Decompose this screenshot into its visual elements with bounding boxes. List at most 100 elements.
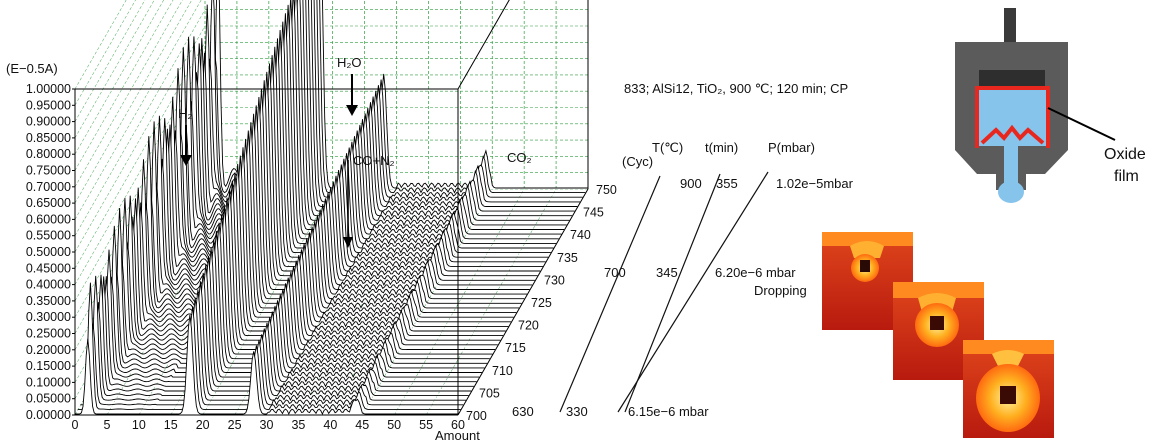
x-tick-label: 50 — [387, 418, 401, 432]
dropping-note: Dropping — [754, 283, 807, 298]
y-tick-label: 0.55000 — [26, 229, 71, 243]
temperature-value-low: 630 — [512, 404, 534, 419]
photo-frame-1 — [822, 232, 913, 330]
chart-frame — [74, 0, 589, 416]
x-tick-label: 10 — [132, 418, 146, 432]
floor-gridline — [202, 188, 333, 416]
cycle-tick-label: 730 — [544, 273, 565, 287]
spectrum-trace — [85, 281, 469, 397]
side-gridline — [74, 0, 183, 187]
spectrum-trace — [101, 225, 485, 369]
y-tick-label: 0.80000 — [26, 147, 71, 161]
oxide-label-line1: Oxide — [1104, 146, 1146, 163]
side-gridline — [74, 0, 155, 139]
photo-frame-2 — [893, 282, 984, 380]
temperature-header: T(℃) — [652, 140, 683, 155]
temperature-value-high: 900 — [680, 176, 702, 191]
floor-gridline — [362, 188, 493, 416]
spectrum-trace — [93, 256, 477, 383]
side-gridline — [74, 0, 193, 204]
y-tick-label: 1.00000 — [26, 82, 71, 96]
peak-annotations: H₂ H₂O CO+N₂ CO₂ — [178, 55, 532, 248]
cycle-tick-labels: 700 705 710 715 720 725 730 735 740 745 750 — [466, 183, 617, 423]
spectrum-traces — [75, 0, 588, 416]
side-gridline — [74, 0, 136, 106]
y-tick-label: 0.95000 — [26, 98, 71, 112]
melt-stream — [1004, 145, 1018, 185]
x-tick-label: 25 — [228, 418, 242, 432]
oxide-label-line2: film — [1114, 168, 1139, 185]
spectrum-trace — [109, 205, 493, 356]
y-tick-label: 0.20000 — [26, 343, 71, 357]
y-tick-label: 0.75000 — [26, 164, 71, 178]
y-tick-label: 0.85000 — [26, 131, 71, 145]
peak-label-h2o: H₂O — [337, 55, 362, 70]
arrow-co-n2 — [343, 160, 353, 248]
spectrum-trace — [83, 275, 466, 402]
pressure-value-low: 6.15e−6 mbar — [628, 404, 709, 419]
time-value-low: 330 — [566, 404, 588, 419]
peak-label-co2: CO₂ — [507, 150, 532, 165]
spectrum-trace — [117, 180, 501, 342]
plunger-head — [979, 70, 1045, 86]
oxide-film-inner — [980, 124, 1045, 145]
x-tick-label: 5 — [103, 418, 110, 432]
cycle-tick-label: 705 — [479, 386, 500, 400]
axis-line — [457, 0, 510, 90]
arrow-h2o — [346, 74, 358, 116]
cycle-tick-label: 725 — [531, 296, 552, 310]
cycle-tick-label: 715 — [505, 341, 526, 355]
x-tick-label: 35 — [291, 418, 305, 432]
side-gridline — [74, 0, 127, 90]
side-gridline — [74, 0, 174, 171]
y-tick-label: 0.70000 — [26, 180, 71, 194]
y-unit-label: (E−0.5A) — [6, 61, 58, 76]
side-gridline — [74, 0, 146, 122]
cycle-tick-label: 710 — [492, 364, 513, 378]
spectrum-trace — [96, 247, 480, 378]
spectrum-trace — [77, 282, 461, 411]
cycle-tick-label: 750 — [596, 183, 617, 197]
pressure-value-high: 1.02e−5mbar — [776, 176, 854, 191]
cycle-tick-label: 720 — [518, 319, 539, 333]
spectrum-trace — [120, 172, 504, 337]
x-tick-label: 45 — [355, 418, 369, 432]
pressure-value-mid: 6.20e−6 mbar — [715, 265, 796, 280]
cycle-tick-label: 700 — [466, 409, 487, 423]
x-tick-label: 15 — [164, 418, 178, 432]
x-tick-label: 30 — [260, 418, 274, 432]
cycle-axis-label: (Cyc) — [622, 154, 653, 169]
x-tick-label: 60 — [451, 418, 465, 432]
x-tick-label: 20 — [196, 418, 210, 432]
spectrum-trace — [104, 222, 488, 365]
arrow-h2 — [180, 125, 192, 166]
y-tick-label: 0.90000 — [26, 115, 71, 129]
peak-label-h2: H₂ — [178, 106, 192, 121]
y-tick-label: 0.60000 — [26, 212, 71, 226]
floor-gridline — [393, 188, 525, 416]
melt-drop — [998, 181, 1024, 203]
y-tick-label: 0.00000 — [26, 408, 71, 422]
side-gridline — [74, 0, 202, 220]
pressure-header: P(mbar) — [768, 140, 815, 155]
temperature-value-mid: 700 — [604, 265, 626, 280]
y-tick-label: 0.05000 — [26, 392, 71, 406]
spectrum-trace — [112, 197, 496, 351]
side-axes: T(℃) t(min) P(mbar) 630 700 900 330 345 … — [512, 140, 854, 419]
dropping-photos — [822, 232, 1054, 438]
cycle-tick-label: 740 — [570, 228, 591, 242]
y-tick-labels: 0.00000 0.05000 0.10000 0.15000 0.20000 0.250… — [26, 82, 75, 422]
x-tick-label: 40 — [323, 418, 337, 432]
y-tick-label: 0.50000 — [26, 245, 71, 259]
time-value-high: 355 — [716, 176, 738, 191]
y-tick-label: 0.30000 — [26, 310, 71, 324]
x-tick-label: 55 — [419, 418, 433, 432]
cycle-tick-label: 745 — [583, 206, 604, 220]
oxide-film — [975, 86, 1050, 148]
x-axis-label: Amount — [435, 428, 480, 441]
crucible-inset: Oxide film — [955, 8, 1146, 203]
spectrum-trace — [75, 314, 458, 416]
y-tick-label: 0.45000 — [26, 261, 71, 275]
y-tick-label: 0.10000 — [26, 375, 71, 389]
